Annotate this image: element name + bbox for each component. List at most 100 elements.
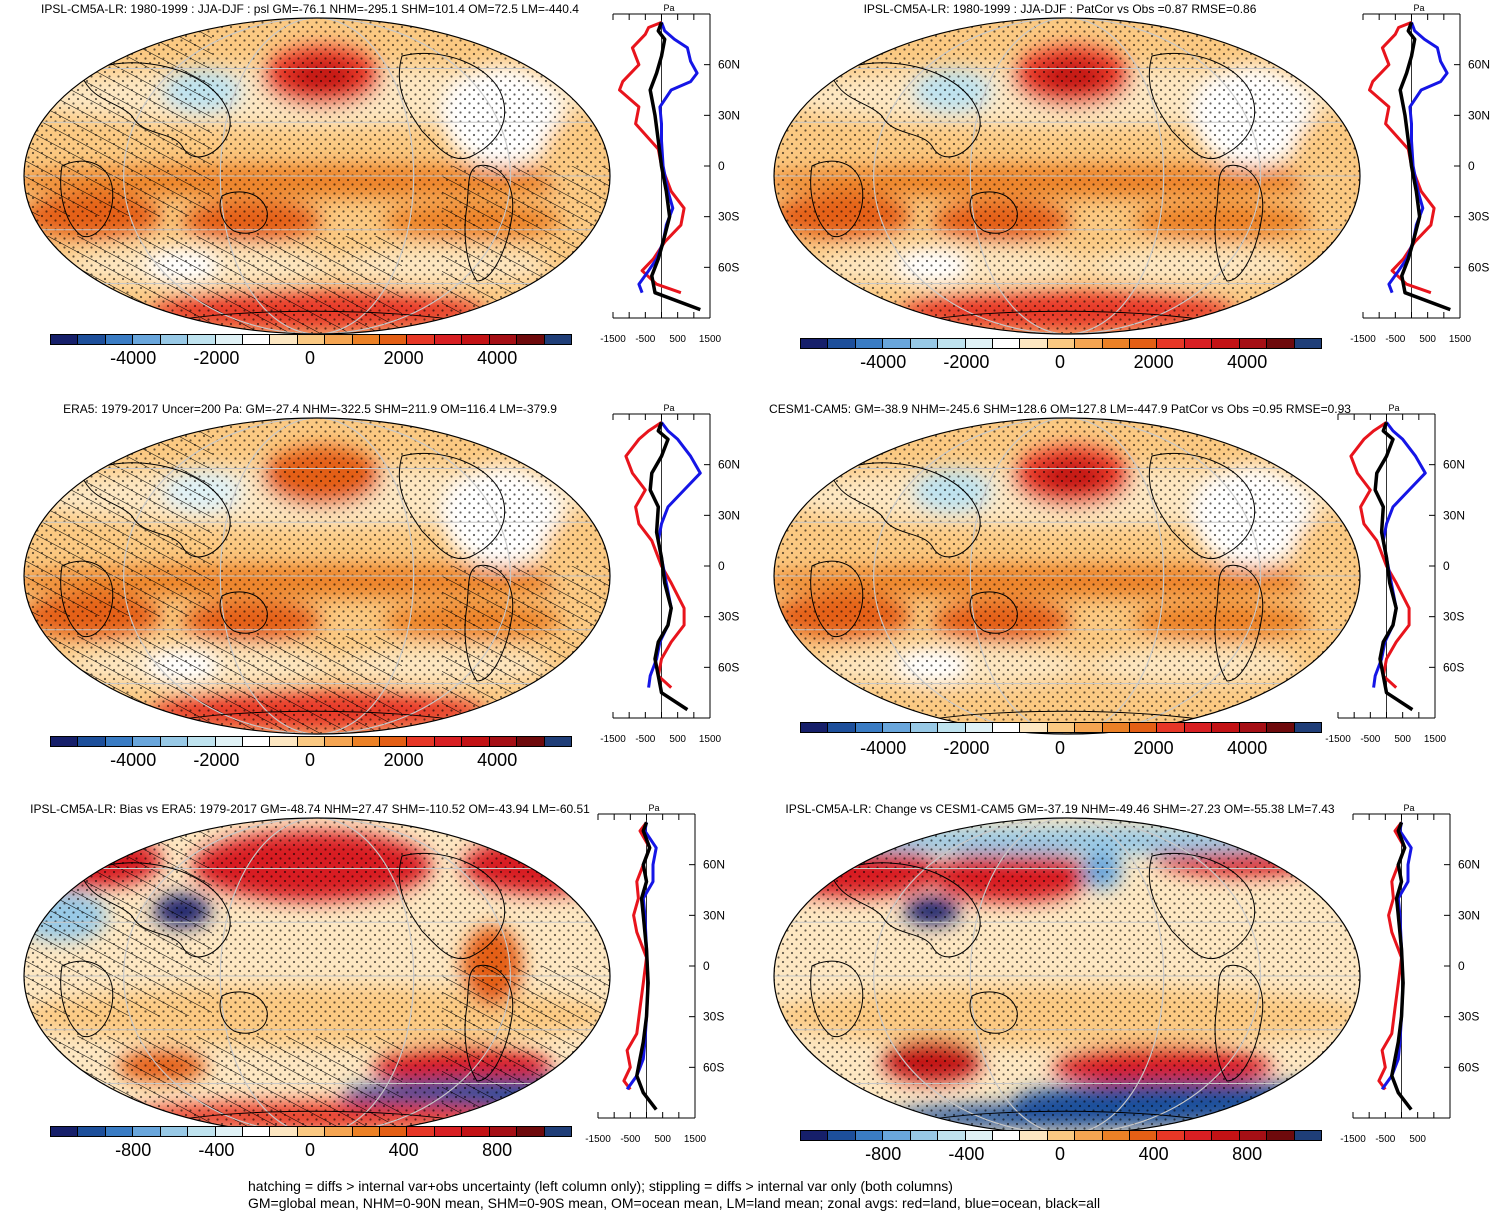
panel-title: IPSL-CM5A-LR: 1980-1999 : JJA-DJF : PatC… bbox=[863, 2, 1257, 16]
zonal-lat-label: 60N bbox=[703, 858, 725, 872]
zonal-unit: Pa bbox=[664, 403, 675, 413]
robinson-map bbox=[773, 417, 1361, 735]
colorbar-tick-label: 0 bbox=[1054, 738, 1066, 758]
colorbar-tick-label: 0 bbox=[304, 1140, 316, 1160]
colorbar-swatch bbox=[1267, 1131, 1295, 1140]
colorbar-swatch bbox=[462, 335, 490, 344]
colorbar bbox=[50, 1126, 572, 1137]
colorbar-swatch bbox=[380, 335, 408, 344]
colorbar-swatch bbox=[1102, 339, 1131, 348]
zonal-lat-label: 0 bbox=[1458, 959, 1465, 973]
colorbar-swatch bbox=[828, 339, 856, 348]
zonal-x-label: -500 bbox=[635, 334, 655, 345]
colorbar-swatch bbox=[407, 1127, 435, 1136]
colorbar-swatch bbox=[78, 737, 106, 746]
zonal-lat-label: 0 bbox=[1443, 559, 1450, 573]
colorbar-swatch bbox=[297, 737, 326, 746]
colorbar bbox=[800, 722, 1322, 733]
colorbar-swatch bbox=[160, 1127, 189, 1136]
colorbar-swatch bbox=[992, 339, 1021, 348]
zonal-x-label: -1500 bbox=[585, 1134, 611, 1145]
panel-title: ERA5: 1979-2017 Uncer=200 Pa: GM=-27.4 N… bbox=[63, 402, 557, 416]
zonal-x-label: -500 bbox=[1385, 334, 1405, 345]
colorbar-tick-label: -4000 bbox=[110, 348, 157, 368]
robinson-map bbox=[773, 17, 1361, 335]
colorbar-swatch bbox=[801, 339, 829, 348]
colorbar-swatch bbox=[883, 1131, 911, 1140]
colorbar-swatch bbox=[965, 1131, 993, 1140]
colorbar-tick-label: -400 bbox=[198, 1140, 235, 1160]
colorbar-swatch bbox=[517, 737, 545, 746]
colorbar-swatch bbox=[965, 339, 993, 348]
colorbar-swatch bbox=[105, 335, 134, 344]
zonal-unit: Pa bbox=[1389, 403, 1400, 413]
zonal-x-label: -1500 bbox=[1325, 734, 1351, 745]
zonal-line-all bbox=[648, 21, 701, 312]
zonal-profile-chart: Pa 60N 30N 0 30S 60S -1500 -500 500 bbox=[1340, 803, 1480, 1145]
robinson-map bbox=[23, 817, 611, 1135]
colorbar-swatch bbox=[215, 1127, 243, 1136]
zonal-unit: Pa bbox=[649, 803, 660, 813]
colorbar-swatch bbox=[270, 1127, 298, 1136]
panel-model-psl: IPSL-CM5A-LR: 1980-1999 : JJA-DJF : psl … bbox=[0, 0, 750, 395]
colorbar-tick-label: 400 bbox=[388, 1140, 419, 1160]
colorbar-swatch bbox=[1130, 339, 1158, 348]
colorbar-swatch bbox=[434, 335, 463, 344]
colorbar-swatch bbox=[242, 1127, 271, 1136]
zonal-profile-chart: Pa 60N 30N 0 30S 60S -1500 -500 500 1500 bbox=[1325, 403, 1465, 745]
colorbar-swatch bbox=[1184, 339, 1213, 348]
zonal-lat-label: 60S bbox=[1443, 660, 1464, 674]
colorbar-swatch bbox=[1102, 1131, 1131, 1140]
colorbar-swatch bbox=[1239, 339, 1268, 348]
zonal-lat-label: 60S bbox=[703, 1060, 724, 1074]
colorbar-swatch bbox=[1267, 339, 1295, 348]
colorbar-swatch bbox=[434, 737, 463, 746]
colorbar-swatch bbox=[1047, 1131, 1076, 1140]
colorbar-swatch bbox=[270, 737, 298, 746]
zonal-x-label: 500 bbox=[1419, 334, 1436, 345]
zonal-lat-label: 0 bbox=[718, 559, 725, 573]
colorbar-swatch bbox=[1212, 723, 1240, 732]
colorbar-swatch bbox=[133, 335, 161, 344]
zonal-lat-label: 30N bbox=[718, 508, 740, 522]
colorbar-tick-label: -2000 bbox=[943, 352, 990, 372]
colorbar-swatch bbox=[1267, 723, 1295, 732]
colorbar-swatch bbox=[938, 339, 966, 348]
zonal-unit: Pa bbox=[1414, 3, 1425, 13]
colorbar-swatch bbox=[1075, 1131, 1103, 1140]
zonal-line-land bbox=[624, 421, 686, 689]
zonal-line-all bbox=[1373, 421, 1414, 712]
colorbar-swatch bbox=[51, 335, 79, 344]
colorbar-swatch bbox=[1157, 723, 1185, 732]
colorbar-tick-label: 2000 bbox=[1133, 738, 1174, 758]
zonal-line-all bbox=[648, 421, 689, 712]
colorbar-swatch bbox=[1130, 723, 1158, 732]
zonal-x-label: 500 bbox=[669, 334, 686, 345]
zonal-line-ocean bbox=[637, 21, 699, 294]
colorbar-swatch bbox=[242, 737, 271, 746]
zonal-x-label: -1500 bbox=[600, 334, 626, 345]
colorbar-swatch bbox=[105, 1127, 134, 1136]
colorbar-tick-label: 0 bbox=[304, 348, 316, 368]
panel-bias: IPSL-CM5A-LR: Bias vs ERA5: 1979-2017 GM… bbox=[0, 800, 750, 1195]
colorbar-swatch bbox=[855, 723, 884, 732]
zonal-x-label: -1500 bbox=[1340, 1134, 1366, 1145]
panel-change: IPSL-CM5A-LR: Change vs CESM1-CAM5 GM=-3… bbox=[750, 800, 1500, 1195]
colorbar-tick-label: -2000 bbox=[193, 750, 240, 770]
panel-title: IPSL-CM5A-LR: 1980-1999 : JJA-DJF : psl … bbox=[41, 2, 579, 16]
colorbar-swatch bbox=[1239, 1131, 1268, 1140]
colorbar-tick-label: -4000 bbox=[110, 750, 157, 770]
zonal-lat-label: 0 bbox=[1468, 159, 1475, 173]
robinson-map bbox=[23, 17, 611, 335]
zonal-line-all bbox=[1390, 821, 1413, 1111]
colorbar-swatch bbox=[352, 737, 381, 746]
colorbar-swatch bbox=[1294, 1131, 1322, 1140]
zonal-lat-label: 30S bbox=[1458, 1010, 1479, 1024]
zonal-lat-label: 30S bbox=[718, 210, 739, 224]
colorbar-swatch bbox=[462, 1127, 490, 1136]
colorbar-tick-label: -4000 bbox=[860, 738, 907, 758]
colorbar-swatch bbox=[297, 1127, 326, 1136]
zonal-lat-label: 0 bbox=[718, 159, 725, 173]
colorbar-swatch bbox=[325, 737, 353, 746]
zonal-x-label: -500 bbox=[620, 1134, 640, 1145]
